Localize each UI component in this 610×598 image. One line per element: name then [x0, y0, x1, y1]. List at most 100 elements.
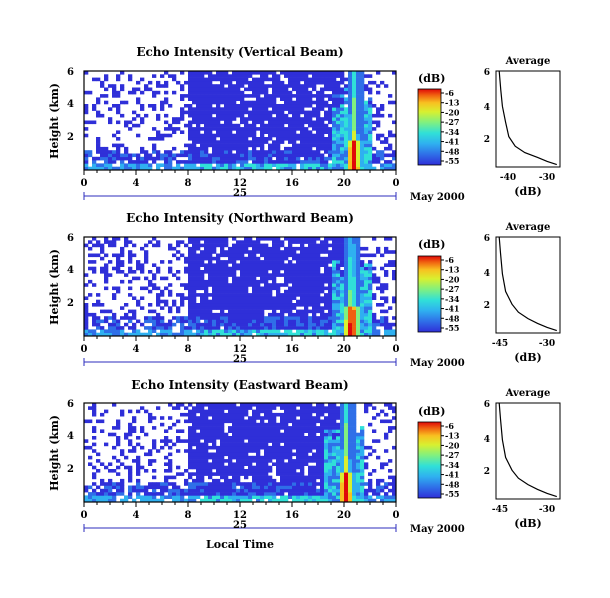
heatmap-cell: [284, 293, 289, 297]
heatmap-cell: [180, 97, 185, 101]
heatmap-cell: [288, 449, 293, 453]
heatmap-cell: [176, 80, 181, 85]
heatmap-cell: [240, 146, 245, 151]
heatmap-cell: [356, 266, 361, 271]
heatmap-cell: [284, 426, 289, 430]
heatmap-cell: [288, 409, 293, 414]
heatmap-cell: [228, 123, 233, 128]
heatmap-cell: [200, 97, 205, 101]
heatmap-cell: [188, 240, 193, 244]
heatmap-cell: [344, 488, 349, 493]
heatmap-cell: [240, 270, 245, 274]
heatmap-cell: [84, 316, 89, 320]
heatmap-cell: [292, 436, 297, 440]
heatmap-cell: [176, 492, 181, 496]
heatmap-cell: [340, 293, 345, 297]
heatmap-cell: [348, 130, 353, 134]
heatmap-cell: [216, 156, 221, 161]
heatmap-cell: [192, 478, 197, 483]
heatmap-cell: [128, 253, 133, 258]
heatmap-cell: [212, 90, 217, 95]
heatmap-cell: [176, 485, 181, 490]
heatmap-cell: [332, 130, 337, 134]
heatmap-cell: [356, 276, 361, 281]
heatmap-cell: [188, 465, 193, 470]
heatmap-cell: [220, 71, 225, 75]
heatmap-cell: [116, 326, 121, 330]
heatmap-cell: [308, 422, 313, 427]
heatmap-cell: [360, 117, 365, 121]
heatmap-cell: [252, 293, 257, 297]
heatmap-cell: [284, 237, 289, 241]
heatmap-cell: [248, 488, 253, 493]
heatmap-cell: [212, 485, 217, 490]
heatmap-cell: [300, 322, 305, 327]
heatmap-cell: [84, 309, 89, 314]
heatmap-cell: [328, 322, 333, 327]
heatmap-cell: [112, 94, 117, 98]
heatmap-cell: [356, 296, 361, 300]
heatmap-cell: [256, 472, 261, 476]
x-tick-label: 0: [81, 344, 88, 355]
heatmap-cell: [220, 459, 225, 463]
heatmap-cell: [264, 439, 269, 443]
heatmap-cell: [188, 276, 193, 281]
heatmap-cell: [380, 166, 385, 171]
heatmap-cell: [356, 137, 361, 141]
heatmap-cell: [188, 256, 193, 261]
heatmap-cell: [100, 156, 105, 161]
heatmap-cell: [296, 240, 301, 244]
colorbar-tick-label: -48: [445, 146, 460, 156]
heatmap-cell: [200, 94, 205, 98]
heatmap-cell: [332, 465, 337, 470]
heatmap-cell: [208, 312, 213, 317]
heatmap-cell: [332, 117, 337, 121]
heatmap-cell: [336, 110, 341, 115]
heatmap-cell: [140, 495, 145, 499]
heatmap-cell: [180, 332, 185, 337]
heatmap-cell: [320, 329, 325, 333]
heatmap-cell: [260, 246, 265, 251]
heatmap-cell: [244, 137, 249, 141]
heatmap-cell: [272, 163, 277, 167]
heatmap-cell: [256, 478, 261, 483]
heatmap-cell: [292, 439, 297, 443]
heatmap-cell: [208, 472, 213, 476]
heatmap-cell: [352, 409, 357, 414]
heatmap-cell: [176, 160, 181, 164]
heatmap-cell: [292, 469, 297, 473]
heatmap-cell: [176, 403, 181, 407]
heatmap-cell: [272, 488, 277, 493]
heatmap-cell: [336, 84, 341, 88]
heatmap-cell: [244, 133, 249, 138]
heatmap-cell: [156, 163, 161, 167]
heatmap-cell: [324, 485, 329, 490]
heatmap-cell: [360, 104, 365, 108]
heatmap-cell: [304, 406, 309, 410]
heatmap-cell: [220, 426, 225, 430]
heatmap-cell: [248, 253, 253, 258]
heatmap-cell: [132, 322, 137, 327]
heatmap-cell: [348, 110, 353, 115]
heatmap-cell: [368, 270, 373, 274]
heatmap-cell: [316, 296, 321, 300]
heatmap-cell: [128, 432, 133, 437]
heatmap-cell: [360, 84, 365, 88]
heatmap-cell: [264, 455, 269, 460]
heatmap-cell: [220, 153, 225, 158]
heatmap-cell: [248, 243, 253, 248]
heatmap-cell: [92, 406, 97, 410]
heatmap-cell: [256, 442, 261, 447]
heatmap-cell: [248, 127, 253, 131]
heatmap-cell: [304, 329, 309, 333]
heatmap-cell: [200, 163, 205, 167]
heatmap-cell: [340, 253, 345, 258]
heatmap-cell: [96, 110, 101, 115]
heatmap-cell: [100, 319, 105, 324]
heatmap-cell: [368, 329, 373, 333]
heatmap-cell: [260, 455, 265, 460]
heatmap-cell: [212, 426, 217, 430]
heatmap-cell: [212, 87, 217, 92]
heatmap-cell: [352, 445, 357, 450]
heatmap-cell: [120, 482, 125, 486]
